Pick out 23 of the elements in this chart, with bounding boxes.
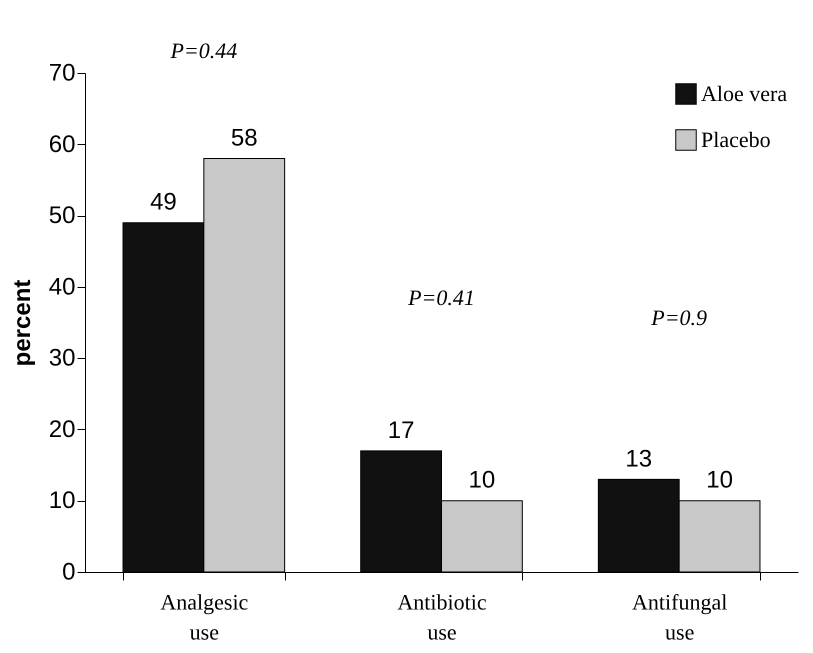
data-label: 13 [625,445,652,472]
data-label: 17 [388,416,414,444]
legend-label: Aloe vera [701,81,788,106]
y-tick-label: 30 [48,344,76,372]
y-tick-label: 50 [48,202,76,230]
x-tick-label: Antibiotic use [397,590,487,644]
annotation: P=0.41 [407,285,475,310]
y-axis-title: percent [8,280,36,366]
y-tick-label: 70 [48,60,76,86]
text: P=0.44 [169,38,238,63]
data-label: 58 [230,124,258,152]
y-tick-label: 40 [48,273,76,300]
y-tick-label: 20 [48,416,76,443]
data-label: 10 [706,466,733,494]
data-label: 49 [150,188,177,216]
data-label: 10 [468,466,496,494]
y-tick-label: 10 [48,487,76,514]
x-tick-label: Antifungal use [632,590,728,644]
y-tick-label: 60 [48,130,76,158]
y-tick-label: 0 [62,558,76,586]
x-tick-label: Analgesic use [160,590,249,644]
annotation: P=0.9 [650,305,708,330]
legend-label: Placebo [701,127,771,152]
